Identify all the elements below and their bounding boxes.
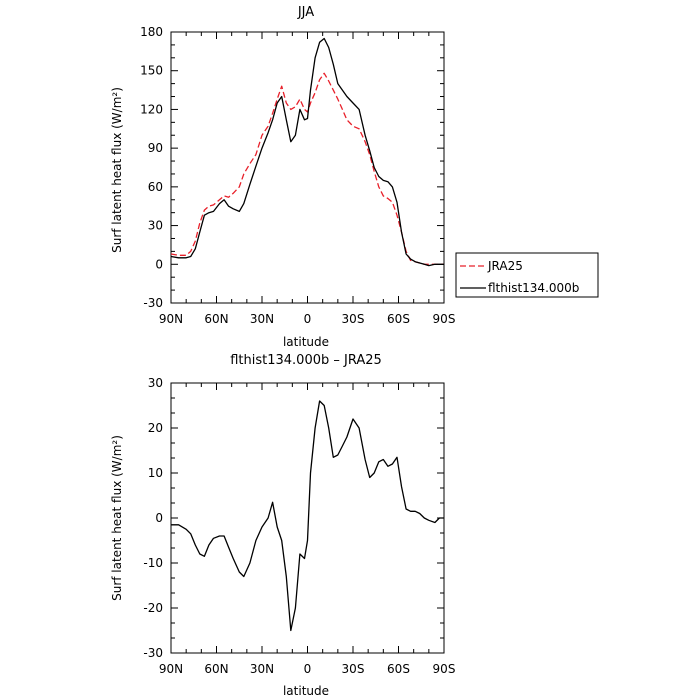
lower-ytick-label: -10: [143, 556, 163, 570]
lower-series-line-difference: [171, 400, 444, 632]
upper-ytick-label: 0: [155, 257, 163, 271]
upper-ytick-label: -30: [143, 296, 163, 310]
lower-ytick-label: 30: [148, 376, 163, 390]
upper-ytick-label: 60: [148, 180, 163, 194]
lower-xtick-label: 90S: [433, 662, 456, 676]
upper-xtick-label: 90N: [159, 312, 183, 326]
upper-series-line-flthist134-000b: [170, 37, 444, 267]
legend-label-jra25: JRA25: [487, 259, 523, 273]
lower-xtick-label: 30N: [250, 662, 274, 676]
upper-ytick-label: 30: [148, 219, 163, 233]
lower-chart-ylabel: Surf latent heat flux (W/m²): [110, 435, 124, 601]
upper-xtick-label: 30S: [342, 312, 365, 326]
lower-ytick-label: 0: [155, 511, 163, 525]
upper-xtick-label: 60N: [204, 312, 228, 326]
lower-xtick-label: 0: [304, 662, 312, 676]
lower-chart-panel: flthist134.000b – JRA25 Surf latent heat…: [110, 353, 455, 698]
upper-xtick-label: 60S: [387, 312, 410, 326]
legend-label-flthist134-000b: flthist134.000b: [488, 281, 579, 295]
upper-series-line-jra25: [170, 72, 444, 265]
upper-chart-title: JJA: [297, 5, 314, 20]
upper-ytick-label: 180: [140, 25, 163, 39]
upper-xtick-label: 90S: [433, 312, 456, 326]
upper-legend-box: [455, 252, 599, 298]
lower-ytick-label: 20: [148, 421, 163, 435]
lower-xtick-label: 60S: [387, 662, 410, 676]
upper-xtick-label: 0: [304, 312, 312, 326]
lower-chart-xlabel: latitude: [283, 684, 329, 698]
upper-xtick-label: 30N: [250, 312, 274, 326]
upper-plot-frame: [170, 31, 445, 304]
lower-xtick-label: 60N: [204, 662, 228, 676]
upper-ytick-label: 120: [140, 102, 163, 116]
lower-ytick-label: -20: [143, 601, 163, 615]
lower-xtick-label: 30S: [342, 662, 365, 676]
upper-ytick-label: 90: [148, 141, 163, 155]
upper-chart-xlabel: latitude: [283, 335, 329, 349]
lower-xtick-label: 90N: [159, 662, 183, 676]
lower-ytick-label: 10: [148, 466, 163, 480]
upper-chart-ylabel: Surf latent heat flux (W/m²): [110, 87, 124, 253]
upper-ytick-label: 150: [140, 64, 163, 78]
lower-ytick-label: -30: [143, 646, 163, 660]
upper-chart-panel: JJA Surf latent heat flux (W/m²) latitud…: [110, 5, 599, 349]
lower-plot-frame: [170, 382, 445, 654]
lower-chart-title: flthist134.000b – JRA25: [230, 353, 382, 368]
